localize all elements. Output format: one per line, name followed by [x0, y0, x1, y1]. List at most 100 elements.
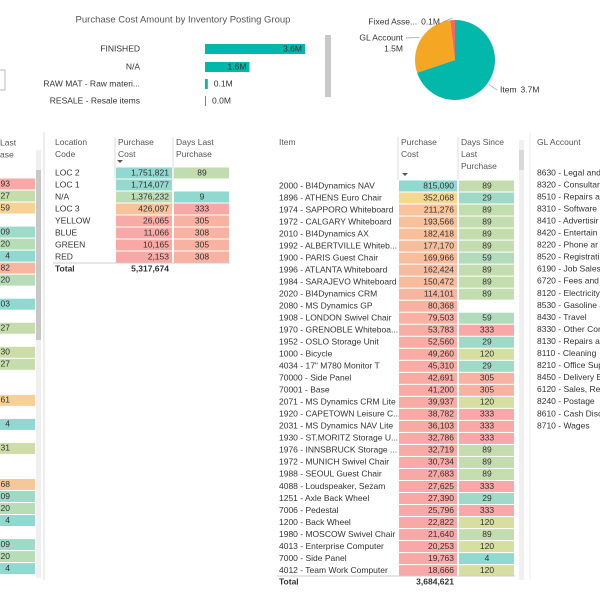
table-cell: 53,783	[428, 324, 454, 334]
cell-background	[459, 372, 514, 384]
cell-background	[399, 481, 457, 492]
table-cell: 177,170	[423, 240, 454, 250]
pie-slice	[450, 20, 455, 60]
cell-background	[399, 565, 457, 577]
table-cell: 815,090	[423, 180, 454, 190]
cell-background	[459, 396, 514, 408]
table-cell: 89	[482, 240, 492, 250]
column-header: Last	[0, 137, 17, 147]
table-cell: 70000 - Side Panel	[279, 373, 351, 383]
cell-background	[399, 252, 457, 264]
table-cell: 32,719	[428, 445, 454, 455]
column-header: ase	[0, 149, 14, 159]
table-cell: 20	[1, 503, 11, 513]
cell-background	[0, 358, 35, 370]
table-cell: BLUE	[55, 227, 78, 237]
pie-value-label: 0.1M	[421, 16, 440, 26]
cell-background	[116, 203, 172, 215]
table-cell: 20	[1, 238, 11, 248]
cell-background	[0, 322, 35, 334]
table-cell: 120	[480, 541, 494, 551]
cell-background	[399, 444, 457, 456]
table-cell: 8310 - Software	[537, 203, 597, 213]
column-header: Location Code	[55, 137, 87, 159]
cell-background	[459, 240, 514, 252]
cell-background	[399, 300, 457, 312]
table-cell: 333	[480, 409, 494, 419]
data-label: 0.0M	[212, 95, 231, 105]
cell-background	[399, 529, 457, 541]
table-cell: 29	[482, 337, 492, 347]
table-cell: 8410 - Advertisir	[537, 215, 599, 225]
table-cell: 2080 - MS Dynamics GP	[279, 300, 373, 310]
table-cell: 4	[5, 419, 10, 429]
table-cell: 89	[482, 216, 492, 226]
table-cell: 2010 - BI4Dynamics AX	[279, 228, 369, 238]
table-cell: 7000 - Side Panel	[279, 553, 347, 563]
table-cell: 211,276	[424, 204, 454, 214]
bar-chart-title: Purchase Cost Amount by Inventory Postin…	[76, 15, 291, 26]
cell-background	[459, 228, 514, 240]
cell-background	[0, 238, 35, 250]
table-cell: 2031 - MS Dynamics NAV Lite	[279, 421, 393, 431]
table-cell: 89	[482, 529, 492, 539]
cell-background	[459, 384, 514, 396]
table-cell: 27,390	[428, 493, 454, 503]
table-cell: 333	[480, 433, 494, 443]
table-cell: 27	[1, 359, 11, 369]
table-cell: 27,625	[428, 481, 454, 491]
cell-background	[399, 216, 457, 228]
cell-background	[399, 384, 457, 396]
table-cell: 305	[195, 215, 209, 225]
cell-background	[399, 372, 457, 384]
table-cell: 52,560	[428, 337, 454, 347]
table-cell: 68	[1, 479, 11, 489]
table-cell: 89	[482, 276, 492, 286]
sort-arrow[interactable]	[402, 173, 408, 176]
scrollbar[interactable]	[36, 170, 41, 340]
table-cell: 8520 - Registrati	[537, 252, 599, 262]
table-cell: 120	[480, 517, 494, 527]
table-cell: 4	[5, 250, 10, 260]
cell-background	[459, 180, 514, 192]
table-cell: 150,472	[423, 276, 454, 286]
table-cell: LOC 2	[55, 167, 80, 177]
leader-line	[488, 84, 498, 91]
table-cell: 8710 - Wages	[537, 420, 590, 430]
table-cell: 6120 - Sales, Ret	[537, 384, 600, 394]
table-cell: 30	[1, 347, 11, 357]
table-cell: 4013 - Enterprise Computer	[279, 541, 384, 551]
cell-background	[459, 360, 514, 372]
column-header: Item	[279, 137, 296, 147]
table-cell: 4	[485, 553, 490, 563]
scrollbar[interactable]	[519, 150, 524, 170]
table-cell: 1000 - Bicycle	[279, 349, 333, 359]
data-label: 3.6M	[283, 43, 302, 53]
sort-arrow[interactable]	[117, 160, 123, 163]
bar	[205, 79, 208, 89]
table-cell: 36,103	[428, 421, 454, 431]
table-cell: 09	[1, 226, 11, 236]
table-cell: 31	[1, 443, 11, 453]
table-cell: 1996 - ATLANTA Whiteboard	[279, 264, 388, 274]
cell-background	[0, 515, 35, 527]
cell-background	[459, 505, 514, 517]
table-cell: 1896 - ATHENS Euro Chair	[279, 192, 382, 202]
column-header: Days Last Purchase	[176, 137, 214, 159]
cell-background	[459, 553, 514, 565]
table-cell: 8510 - Repairs a	[537, 191, 600, 201]
scrollbar[interactable]	[325, 35, 331, 97]
table-cell: 352,068	[423, 192, 454, 202]
table-total: 3,684,621	[416, 576, 454, 586]
cell-background	[399, 348, 457, 360]
table-cell: GREEN	[55, 239, 85, 249]
table-cell: 1988 - SEOUL Guest Chair	[279, 469, 382, 479]
table-cell: 80,368	[428, 300, 454, 310]
category-label: FINISHED	[100, 43, 140, 53]
table-cell: 70001 - Base	[279, 385, 330, 395]
panel-edge	[0, 69, 6, 91]
cell-background	[399, 541, 457, 553]
cell-background	[459, 264, 514, 276]
table-cell: RED	[55, 251, 73, 261]
